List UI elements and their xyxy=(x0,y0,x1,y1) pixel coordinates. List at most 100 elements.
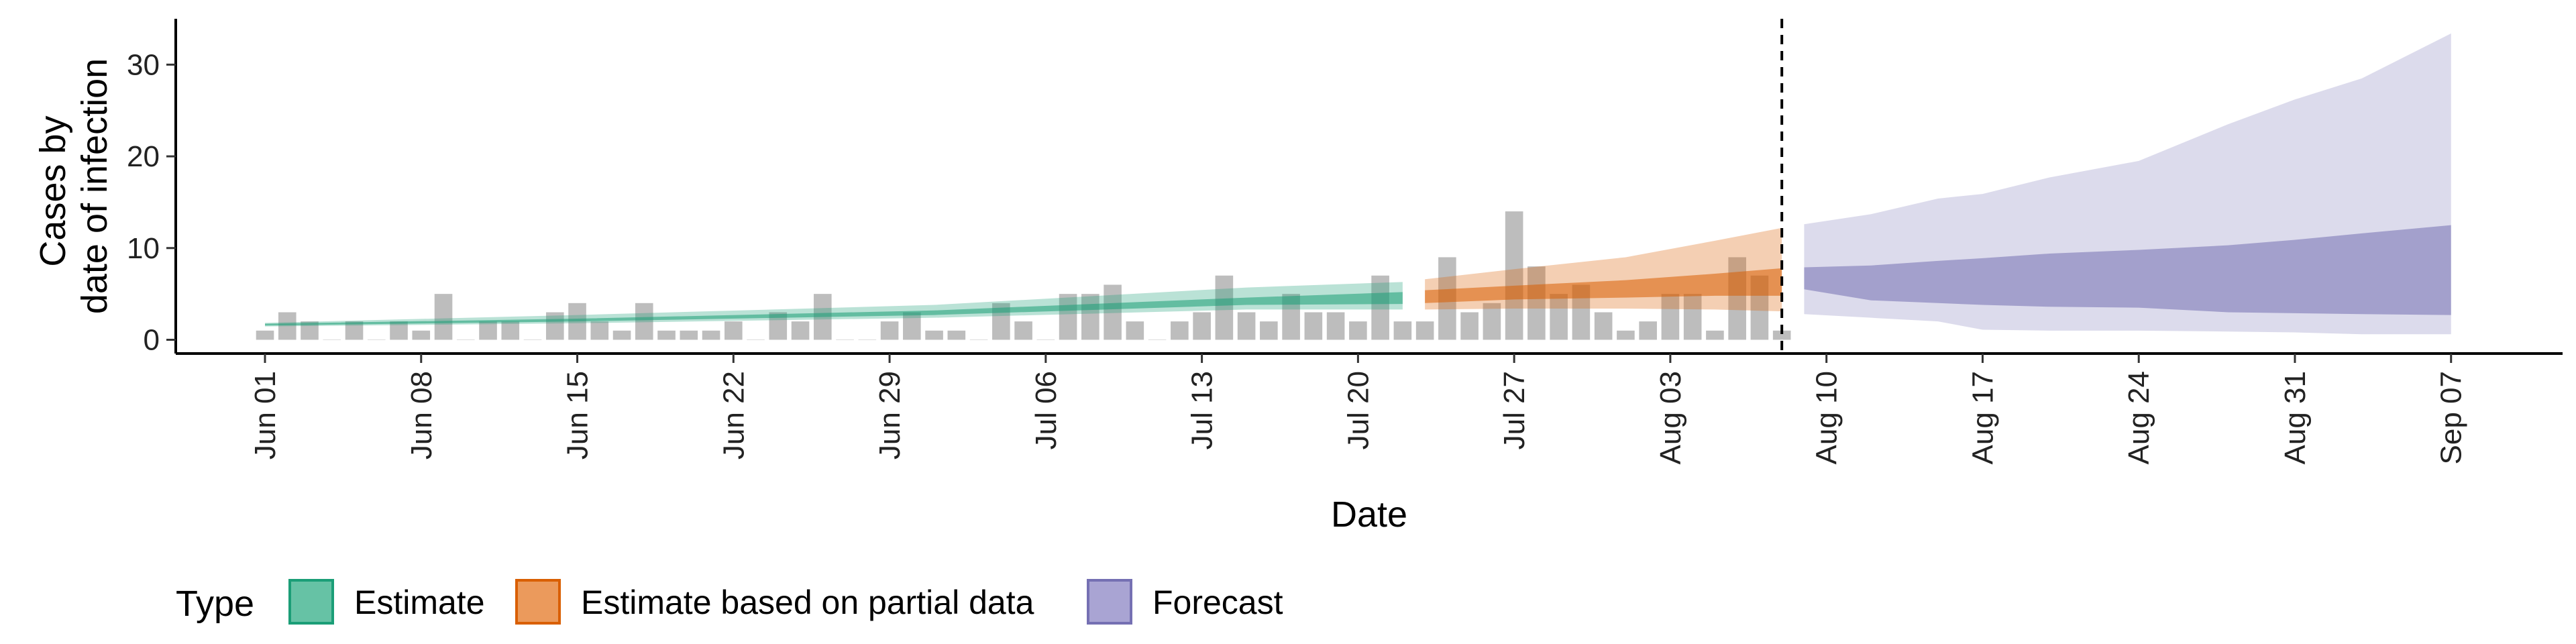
case-bar xyxy=(1304,312,1323,340)
case-bar xyxy=(1059,294,1077,340)
legend-key xyxy=(288,579,334,625)
case-bar xyxy=(367,339,386,340)
case-bar xyxy=(612,330,631,340)
x-tick-label: Aug 03 xyxy=(1654,371,1687,464)
y-tick-label: 20 xyxy=(127,140,160,173)
case-bar xyxy=(724,321,743,340)
x-tick-label: Aug 10 xyxy=(1811,371,1843,464)
case-bar xyxy=(1639,321,1657,340)
x-tick-label: Jul 27 xyxy=(1498,371,1531,449)
case-bar xyxy=(836,339,854,340)
x-tick-label: Jun 22 xyxy=(717,371,750,460)
case-bar xyxy=(880,321,899,340)
case-bar xyxy=(1393,321,1412,340)
case-bar xyxy=(969,339,988,340)
case-bar xyxy=(1171,321,1189,340)
case-bar xyxy=(925,330,943,340)
case-bar xyxy=(479,321,497,340)
case-bar xyxy=(1483,303,1501,340)
case-bar xyxy=(635,303,653,340)
y-tick-label: 10 xyxy=(127,232,160,265)
case-bar xyxy=(390,321,408,340)
x-tick-label: Jul 06 xyxy=(1030,371,1063,449)
x-ticks: Jun 01 Jun 08 Jun 15 Jun 22 Jun 29 Jul 06 Jul … xyxy=(249,354,2468,464)
case-bar xyxy=(501,321,520,340)
case-bar xyxy=(412,330,431,340)
case-bar xyxy=(256,330,274,340)
case-bar xyxy=(1237,312,1256,340)
case-bar xyxy=(1728,257,1746,340)
x-axis-title: Date xyxy=(1331,494,1407,535)
y-axis-title-line-2: date of infection xyxy=(74,58,115,314)
case-bar xyxy=(1415,321,1434,340)
case-bar xyxy=(791,321,810,340)
inner-band xyxy=(1425,268,1782,303)
case-bar xyxy=(278,312,297,340)
case-bar xyxy=(1706,330,1724,340)
case-bar xyxy=(1126,321,1144,340)
case-bar xyxy=(1081,294,1099,340)
case-bar xyxy=(1460,312,1479,340)
case-bar xyxy=(903,312,921,340)
inner-band xyxy=(265,292,1403,326)
case-bar xyxy=(1148,339,1167,340)
case-bar xyxy=(1772,330,1791,340)
case-bar xyxy=(1036,339,1055,340)
case-bar xyxy=(947,330,966,340)
x-tick-label: Jun 29 xyxy=(873,371,906,460)
case-bar xyxy=(545,312,564,340)
y-tick-label: 30 xyxy=(127,48,160,81)
case-bar xyxy=(1661,294,1680,340)
x-tick-label: Jun 15 xyxy=(561,371,594,460)
case-bar xyxy=(345,321,364,340)
case-bar xyxy=(1349,321,1367,340)
x-tick-label: Sep 07 xyxy=(2435,371,2468,464)
x-tick-label: Jun 08 xyxy=(405,371,438,460)
series-2 xyxy=(1804,33,2451,335)
case-bar xyxy=(1014,321,1032,340)
case-bar xyxy=(590,321,609,340)
y-axis-title-line-1: Cases by xyxy=(33,115,73,266)
x-tick-label: Jun 01 xyxy=(249,371,282,460)
case-bar xyxy=(680,330,698,340)
legend-key xyxy=(1087,579,1132,625)
x-tick-label: Aug 24 xyxy=(2123,371,2155,464)
case-bar xyxy=(1683,294,1702,340)
case-bar xyxy=(1260,321,1278,340)
legend-label: Forecast xyxy=(1152,584,1283,621)
case-bar xyxy=(657,330,676,340)
case-bar xyxy=(456,339,475,340)
series-0 xyxy=(265,282,1403,327)
case-bar xyxy=(1505,211,1523,340)
case-bar xyxy=(323,339,341,340)
legend-key xyxy=(515,579,561,625)
inner-band xyxy=(1804,225,2451,315)
legend-label: Estimate xyxy=(354,584,485,621)
legend-label: Estimate based on partial data xyxy=(581,584,1034,621)
series-1 xyxy=(1425,227,1782,312)
case-bar xyxy=(702,330,720,340)
case-bar xyxy=(1594,312,1613,340)
axes-layer xyxy=(174,19,2563,355)
case-bar xyxy=(1326,312,1345,340)
case-bar xyxy=(1550,294,1568,340)
case-bar xyxy=(747,339,765,340)
x-tick-label: Jul 13 xyxy=(1186,371,1219,449)
case-bar xyxy=(1371,275,1389,340)
x-tick-label: Jul 20 xyxy=(1342,371,1375,449)
y-ticks: 0 10 20 30 xyxy=(127,48,176,356)
x-tick-label: Aug 17 xyxy=(1966,371,1999,464)
x-tick-label: Aug 31 xyxy=(2279,371,2312,464)
y-axis-title: Cases by date of infection xyxy=(33,58,115,314)
case-bar xyxy=(858,339,877,340)
case-bar xyxy=(523,339,542,340)
y-tick-label: 0 xyxy=(144,323,160,356)
case-bar xyxy=(434,294,453,340)
case-bar xyxy=(1215,275,1234,340)
case-bar xyxy=(1527,266,1546,340)
case-bar xyxy=(1617,330,1635,340)
bands-layer xyxy=(265,33,2451,335)
legend: Type Estimate Estimate based on partial d… xyxy=(176,579,1283,625)
case-bar xyxy=(1104,284,1122,340)
